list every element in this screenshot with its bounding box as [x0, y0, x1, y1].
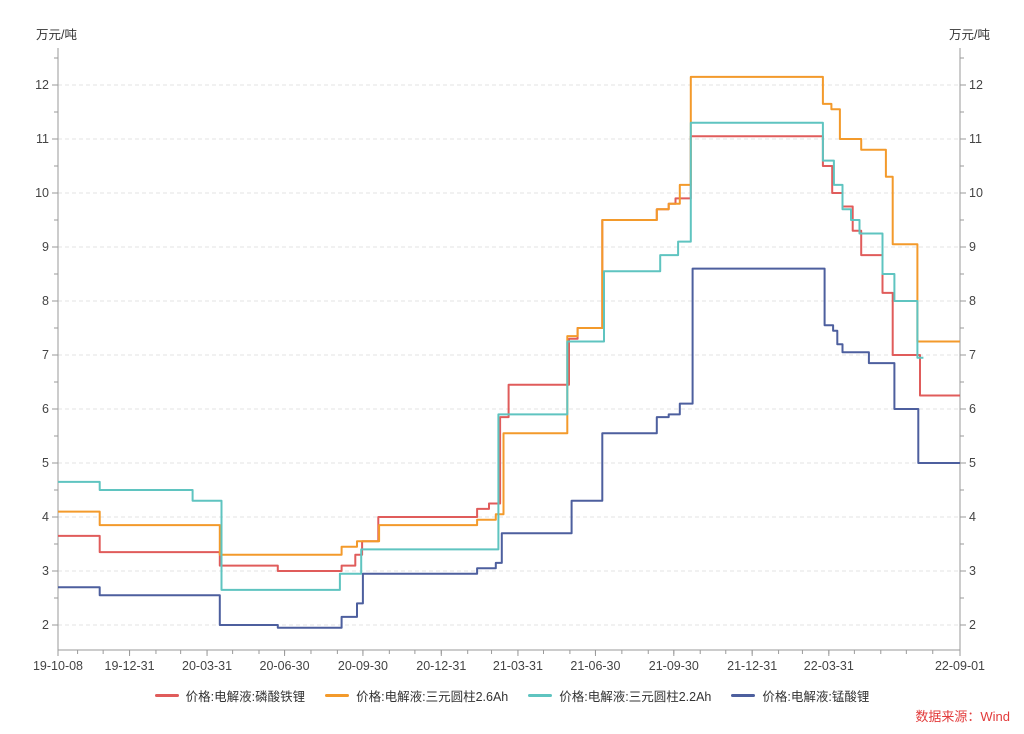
y-tick-label-right: 9: [969, 240, 976, 254]
y-tick-label-left: 4: [42, 510, 49, 524]
y-tick-label-left: 2: [42, 618, 49, 632]
source-note: 数据来源：Wind: [915, 709, 1010, 724]
series-lfp: [58, 135, 960, 572]
y-tick-label-right: 6: [969, 402, 976, 416]
y-tick-label-right: 8: [969, 294, 976, 308]
y-tick-label-left: 5: [42, 456, 49, 470]
x-tick-label: 21-06-30: [570, 659, 620, 673]
legend: 价格:电解液:磷酸铁锂 价格:电解液:三元圆柱2.6Ah 价格:电解液:三元圆柱2.…: [0, 686, 1024, 705]
x-tick-label: 21-03-31: [493, 659, 543, 673]
y-tick-label-right: 10: [969, 186, 983, 200]
legend-label-ternary-2p6ah: 价格:电解液:三元圆柱2.6Ah: [356, 690, 509, 704]
y-tick-label-left: 9: [42, 240, 49, 254]
legend-swatch-ternary-2p6ah: [325, 694, 350, 697]
legend-item-lmo: 价格:电解液:锰酸锂: [731, 686, 869, 705]
legend-swatch-lfp: [154, 694, 179, 697]
legend-label-ternary-2p2ah: 价格:电解液:三元圆柱2.2Ah: [559, 690, 712, 704]
legend-item-ternary-2p6ah: 价格:电解液:三元圆柱2.6Ah: [325, 686, 508, 705]
y-tick-label-right: 2: [969, 618, 976, 632]
legend-item-ternary-2p2ah: 价格:电解液:三元圆柱2.2Ah: [528, 686, 711, 705]
y-tick-label-left: 10: [35, 186, 49, 200]
x-tick-label: 21-09-30: [649, 659, 699, 673]
legend-swatch-lmo: [731, 694, 756, 697]
series-ternary-2p6ah: [58, 75, 960, 556]
y-tick-label-right: 7: [969, 348, 976, 362]
x-tick-label: 19-10-08: [33, 659, 83, 673]
x-tick-label: 21-12-31: [727, 659, 777, 673]
y-tick-label-left: 8: [42, 294, 49, 308]
y-tick-label-right: 5: [969, 456, 976, 470]
y-tick-label-right: 3: [969, 564, 976, 578]
x-tick-label: 20-12-31: [416, 659, 466, 673]
legend-item-lfp: 价格:电解液:磷酸铁锂: [154, 686, 306, 705]
legend-label-lmo: 价格:电解液:锰酸锂: [762, 690, 870, 704]
legend-label-lfp: 价格:电解液:磷酸铁锂: [185, 690, 306, 704]
legend-swatch-ternary-2p2ah: [528, 694, 553, 697]
x-tick-label: 20-06-30: [260, 659, 310, 673]
y-tick-label-right: 11: [969, 132, 982, 146]
y-tick-label-right: 12: [969, 78, 983, 92]
series-lmo: [58, 267, 960, 629]
y-tick-label-left: 12: [35, 78, 49, 92]
y-axis-unit-right: 万元/吨: [949, 28, 990, 42]
y-tick-label-left: 11: [36, 132, 49, 146]
y-tick-label-left: 7: [42, 348, 49, 362]
x-tick-label: 20-09-30: [338, 659, 388, 673]
y-axis-unit-left: 万元/吨: [36, 28, 77, 42]
series-ternary-2p2ah: [58, 121, 924, 591]
y-tick-label-left: 3: [42, 564, 49, 578]
y-tick-label-left: 6: [42, 402, 49, 416]
x-tick-label: 22-09-01: [935, 659, 985, 673]
x-tick-label: 20-03-31: [182, 659, 232, 673]
x-tick-label: 19-12-31: [105, 659, 155, 673]
y-tick-label-right: 4: [969, 510, 976, 524]
x-tick-label: 22-03-31: [804, 659, 854, 673]
